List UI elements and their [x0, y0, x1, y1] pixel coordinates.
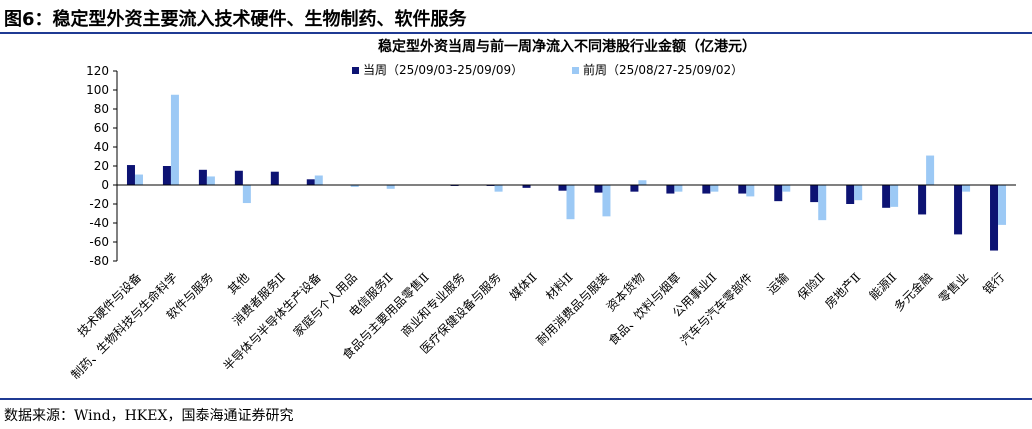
- x-tick-label: 技术硬件与设备: [75, 270, 144, 339]
- y-tick-label: 40: [94, 140, 109, 154]
- bar-previous-week: [242, 185, 251, 204]
- bar-current-week: [558, 185, 567, 191]
- x-tick-label: 多元金融: [891, 270, 936, 315]
- y-tick-label: 20: [94, 159, 109, 173]
- bar-current-week: [198, 169, 207, 185]
- figure-header: 图6：稳定型外资主要流入技术硬件、生物制药、软件服务: [0, 0, 1032, 34]
- bar-current-week: [306, 179, 315, 185]
- bar-current-week: [918, 185, 927, 215]
- bar-current-week: [270, 171, 279, 185]
- bar-current-week: [594, 185, 603, 193]
- bar-current-week: [126, 165, 135, 185]
- x-tick-label: 保险Ⅱ: [794, 270, 827, 303]
- bar-current-week: [882, 185, 891, 208]
- bar-current-week: [162, 166, 171, 185]
- y-tick-label: 60: [94, 121, 109, 135]
- x-tick-label: 其他: [225, 270, 252, 297]
- y-tick-label: 0: [101, 178, 109, 192]
- bar-previous-week: [602, 185, 611, 217]
- bar-current-week: [846, 185, 855, 204]
- y-tick-label: -20: [89, 197, 109, 211]
- x-tick-label: 能源Ⅱ: [867, 270, 900, 303]
- bar-current-week: [774, 185, 783, 202]
- x-tick-label: 银行: [980, 270, 1007, 297]
- x-tick-label: 媒体Ⅱ: [507, 270, 540, 303]
- bar-current-week: [990, 185, 999, 251]
- x-tick-label: 房地产Ⅱ: [821, 270, 863, 312]
- bar-previous-week: [962, 185, 971, 192]
- legend: 当周（25/09/03-25/09/09） 前周（25/08/27-25/09/…: [352, 62, 743, 77]
- chart-title: 稳定型外资当周与前一周净流入不同港股行业金额（亿港元）: [378, 38, 756, 55]
- bar-previous-week: [314, 175, 323, 185]
- bar-current-week: [666, 185, 675, 194]
- bar-previous-week: [170, 94, 179, 185]
- bar-current-week: [738, 185, 747, 194]
- bar-current-week: [954, 185, 963, 235]
- bar-previous-week: [782, 185, 791, 192]
- bar-previous-week: [998, 185, 1007, 225]
- bar-previous-week: [566, 185, 575, 220]
- x-tick-label: 家庭与个人用品: [290, 270, 360, 340]
- bar-previous-week: [818, 185, 827, 221]
- x-tick-label: 零售业: [935, 270, 971, 306]
- x-tick-label: 运输: [764, 270, 792, 298]
- bar-previous-week: [854, 185, 863, 201]
- bar-previous-week: [710, 185, 719, 192]
- bar-previous-week: [386, 185, 395, 189]
- bar-previous-week: [746, 185, 755, 197]
- legend-swatch-previous: [572, 67, 579, 74]
- plot-area: -80-60-40-20020406080100120技术硬件与设备制药、生物科…: [68, 64, 1016, 382]
- bar-current-week: [234, 170, 243, 185]
- bar-previous-week: [206, 176, 215, 185]
- x-tick-label: 商业和专业服务: [398, 270, 468, 340]
- bar-current-week: [630, 185, 639, 192]
- y-tick-label: 80: [94, 102, 109, 116]
- bar-current-week: [522, 185, 531, 188]
- legend-label-previous: 前周（25/08/27-25/09/02）: [583, 62, 743, 77]
- y-tick-label: 100: [86, 83, 109, 97]
- data-source-note: 数据来源：Wind，HKEX，国泰海通证券研究: [4, 408, 294, 424]
- bar-current-week: [702, 185, 711, 194]
- y-tick-label: -60: [89, 235, 109, 249]
- bar-previous-week: [350, 185, 359, 187]
- bar-previous-week: [926, 155, 935, 185]
- y-tick-label: -40: [89, 216, 109, 230]
- y-tick-label: 120: [86, 64, 109, 78]
- bar-current-week: [810, 185, 819, 203]
- bar-chart: 稳定型外资当周与前一周净流入不同港股行业金额（亿港元） 当周（25/09/03-…: [68, 38, 1016, 382]
- legend-label-current: 当周（25/09/03-25/09/09）: [363, 63, 523, 77]
- bar-previous-week: [638, 180, 647, 185]
- bar-previous-week: [494, 185, 503, 192]
- bar-previous-week: [134, 174, 143, 185]
- figure-footer: 数据来源：Wind，HKEX，国泰海通证券研究: [0, 398, 1032, 429]
- bar-previous-week: [890, 185, 899, 207]
- x-tick-label: 材料Ⅱ: [543, 270, 576, 303]
- bar-previous-week: [674, 185, 683, 192]
- legend-swatch-current: [352, 67, 359, 74]
- y-tick-label: -80: [89, 254, 109, 268]
- figure-title: 图6：稳定型外资主要流入技术硬件、生物制药、软件服务: [4, 9, 467, 30]
